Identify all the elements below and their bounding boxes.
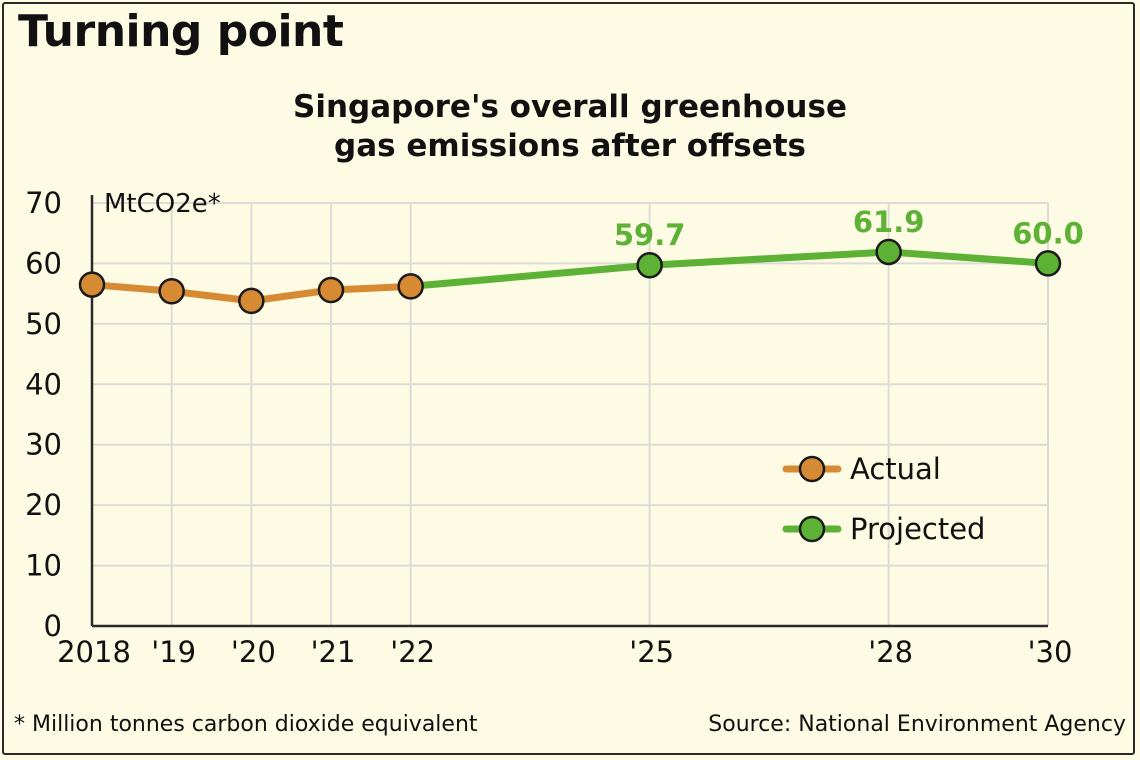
x-tick-label: '22 [390, 635, 435, 669]
y-tick-label: 0 [44, 609, 62, 643]
data-point-projected [636, 251, 663, 279]
y-tick-label: 40 [25, 367, 62, 401]
y-axis-unit-label: MtCO2e* [104, 189, 221, 219]
legend-label: Projected [850, 512, 985, 546]
data-point-actual [238, 287, 265, 315]
y-tick-label: 30 [25, 428, 62, 462]
legend-swatch-marker [798, 515, 826, 543]
x-tick-label: '19 [151, 635, 196, 669]
x-tick-label: 2018 [57, 635, 131, 669]
y-tick-label: 70 [25, 186, 62, 220]
chart-title-line-1: Singapore's overall greenhouse [293, 89, 847, 125]
x-tick-label: '25 [629, 635, 674, 669]
x-tick-label: '30 [1028, 635, 1073, 669]
x-tick-label: '21 [311, 635, 356, 669]
data-label: 59.7 [614, 218, 686, 252]
y-tick-label: 10 [25, 549, 62, 583]
y-tick-label: 20 [25, 488, 62, 522]
data-label: 60.0 [1012, 216, 1084, 250]
data-point-actual [158, 277, 185, 305]
data-point-actual [78, 271, 106, 298]
unit-footnote: * Million tonnes carbon dioxide equivale… [14, 712, 478, 737]
data-point-actual [317, 276, 345, 304]
data-point-actual [397, 273, 424, 300]
legend-label: Actual [850, 452, 941, 486]
x-tick-label: '20 [231, 635, 276, 669]
data-point-projected [1034, 250, 1062, 277]
series-line-projected [407, 248, 1052, 290]
chart-title-line-2: gas emissions after offsets [334, 128, 806, 164]
y-tick-label: 60 [25, 246, 62, 280]
x-tick-label: '28 [868, 635, 913, 669]
source-note: Source: National Environment Agency [708, 712, 1126, 737]
legend-swatch-marker [798, 455, 826, 483]
headline: Turning point [18, 6, 344, 57]
y-tick-label: 50 [25, 307, 62, 341]
data-point-projected [875, 238, 902, 266]
data-label: 61.9 [853, 205, 925, 239]
